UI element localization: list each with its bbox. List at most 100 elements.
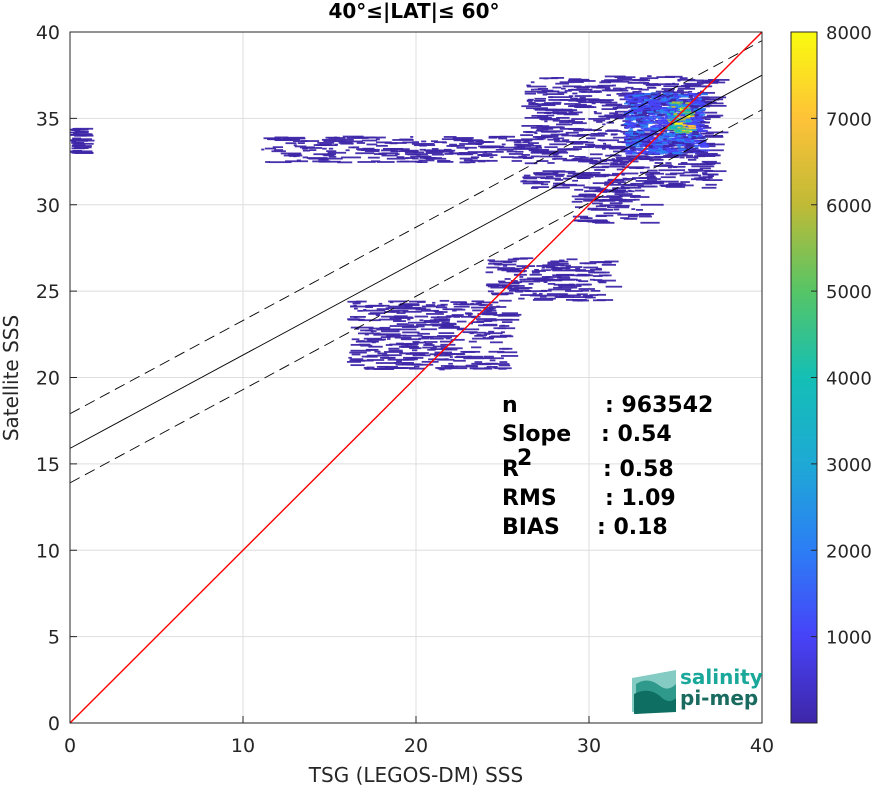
density-cell (526, 85, 547, 88)
density-cell (464, 147, 469, 150)
density-cell (375, 314, 381, 317)
density-cell (623, 148, 628, 151)
density-cell (366, 143, 378, 146)
density-cell (482, 313, 496, 316)
density-cell (669, 150, 678, 153)
density-cell (631, 208, 636, 211)
density-cell (413, 151, 418, 154)
density-cell (669, 110, 675, 113)
density-cell (640, 126, 649, 129)
density-cell (676, 115, 684, 118)
density-cell (645, 156, 664, 159)
density-cell (449, 143, 457, 146)
density-cell (697, 130, 702, 133)
density-cell (531, 102, 539, 105)
density-cell (638, 215, 652, 218)
density-cell (593, 279, 603, 281)
density-cell (579, 96, 586, 99)
density-cell (667, 166, 672, 169)
density-cell (570, 97, 578, 100)
density-cell (666, 95, 674, 98)
density-cell (666, 149, 672, 152)
density-cell (394, 315, 408, 318)
density-cell (460, 315, 481, 318)
density-cell (525, 107, 548, 110)
density-cell (401, 326, 419, 328)
density-cell (294, 145, 307, 148)
density-cell (535, 147, 542, 149)
density-cell (562, 85, 582, 88)
density-cell (638, 79, 646, 82)
density-cell (272, 146, 284, 149)
density-cell (653, 121, 659, 123)
density-cell (601, 147, 606, 150)
density-cell (369, 304, 376, 307)
density-cell (345, 149, 350, 152)
density-cell (678, 163, 699, 166)
density-cell (482, 153, 493, 155)
density-cell (368, 327, 384, 330)
density-cell (628, 213, 651, 216)
density-cell (530, 81, 535, 84)
density-cell (673, 95, 681, 98)
density-cell (420, 328, 438, 331)
density-cell (562, 177, 572, 180)
density-cell (396, 323, 409, 326)
density-cell (687, 115, 695, 118)
density-cell (476, 320, 492, 323)
density-cell (519, 278, 526, 281)
density-cell (597, 279, 616, 282)
density-cell (552, 269, 576, 272)
density-cell (642, 150, 652, 153)
density-cell (603, 159, 616, 162)
density-cell (552, 274, 576, 277)
density-cell (484, 333, 491, 335)
density-cell (692, 150, 702, 153)
density-cell (564, 89, 572, 92)
density-cell (562, 139, 570, 142)
density-cell (317, 142, 335, 144)
density-cell (659, 107, 668, 110)
density-cell (627, 81, 649, 84)
density-cell (470, 321, 485, 324)
density-cell (571, 195, 587, 198)
x-axis-ticks: 0 10 20 30 40 (64, 716, 774, 757)
density-cell (621, 173, 625, 176)
density-cell (689, 127, 696, 130)
density-cell (628, 129, 634, 132)
density-cell (423, 157, 442, 159)
density-cell (625, 150, 633, 153)
colorbar-tick-label: 8000 (826, 23, 872, 44)
density-cell (340, 156, 362, 159)
density-cell (686, 115, 691, 118)
density-cell (464, 161, 476, 164)
density-cell (502, 265, 508, 267)
density-cell (327, 151, 347, 154)
density-cell (381, 330, 400, 333)
density-cell (500, 156, 515, 159)
density-cell (670, 102, 679, 105)
density-cell (441, 348, 458, 351)
density-cell (579, 262, 590, 265)
density-cell (385, 344, 393, 346)
density-cell (457, 153, 474, 156)
density-cell (694, 177, 707, 180)
density-cell (71, 140, 77, 143)
density-cell (506, 150, 518, 153)
density-cell (542, 170, 566, 173)
density-cell (405, 353, 426, 355)
density-cell (576, 293, 588, 296)
density-cell (376, 144, 388, 147)
density-cell (508, 282, 520, 285)
density-cell (350, 305, 357, 308)
density-cell (605, 103, 623, 106)
density-cell (554, 157, 568, 160)
density-cell (584, 190, 588, 193)
density-cell (688, 102, 697, 104)
density-cell (699, 113, 706, 116)
density-cell (412, 341, 420, 343)
density-cell (391, 149, 399, 152)
density-cell (530, 155, 540, 158)
density-cell (687, 120, 692, 123)
density-cell (528, 283, 534, 285)
